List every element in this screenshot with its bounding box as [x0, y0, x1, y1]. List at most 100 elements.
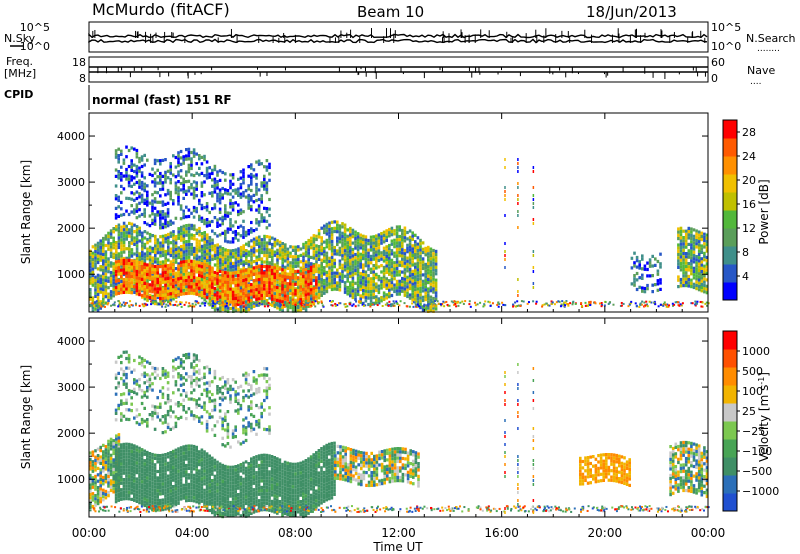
range-gate-cell: [117, 439, 121, 443]
ground-gate-cell: [705, 301, 708, 304]
range-gate-cell: [395, 247, 399, 251]
ground-gate-cell: [199, 304, 202, 307]
range-gate-cell: [302, 271, 305, 276]
range-gate-cell: [190, 269, 193, 273]
range-gate-cell: [390, 268, 394, 272]
ground-gate-cell: [179, 301, 182, 304]
range-gate-cell: [427, 271, 430, 275]
range-gate-cell: [434, 297, 438, 301]
range-gate-cell: [419, 248, 422, 252]
range-gate-cell: [143, 163, 146, 167]
range-gate-cell: [177, 262, 180, 266]
range-gate-cell: [172, 249, 175, 253]
range-gate-cell: [242, 275, 245, 279]
range-gate-cell: [112, 271, 115, 275]
range-gate-cell: [192, 272, 196, 276]
range-gate-cell: [135, 148, 139, 153]
range-gate-cell: [161, 280, 165, 285]
range-gate-cell: [187, 214, 191, 219]
range-gate-cell: [356, 260, 360, 265]
range-gate-cell: [177, 264, 180, 268]
range-gate-cell: [182, 269, 185, 273]
range-gate-cell: [96, 286, 100, 290]
range-gate-cell: [682, 252, 685, 256]
range-gate-cell: [117, 278, 120, 283]
range-gate-cell: [268, 251, 271, 255]
range-gate-cell: [429, 260, 433, 264]
range-gate-cell: [125, 167, 128, 172]
range-gate-cell: [408, 274, 412, 278]
range-gate-cell: [372, 296, 375, 300]
range-gate-cell: [125, 224, 128, 228]
range-gate-cell: [302, 294, 305, 298]
range-gate-cell: [120, 184, 123, 188]
range-gate-cell: [700, 279, 704, 283]
range-gate-cell: [102, 278, 105, 282]
range-gate-cell: [107, 257, 110, 261]
range-gate-cell: [641, 276, 644, 280]
range-gate-cell: [239, 249, 243, 253]
range-gate-cell: [122, 228, 126, 232]
range-gate-cell: [705, 233, 709, 237]
range-gate-cell: [408, 287, 412, 291]
range-gate-cell: [310, 243, 313, 247]
range-gate-cell: [166, 224, 170, 228]
ground-gate-cell: [364, 304, 367, 307]
range-gate-cell: [203, 269, 206, 273]
range-gate-cell: [232, 265, 235, 269]
range-gate-cell: [187, 259, 191, 263]
range-gate-cell: [697, 284, 701, 289]
range-gate-cell: [265, 244, 269, 248]
range-gate-cell: [317, 267, 321, 271]
ground-gate-cell: [117, 305, 120, 308]
range-gate-cell: [247, 203, 250, 207]
range-gate-cell: [421, 263, 425, 267]
range-gate-cell: [265, 219, 269, 223]
range-gate-cell: [364, 273, 368, 277]
range-gate-cell: [286, 247, 290, 251]
range-gate-cell: [169, 292, 172, 296]
ground-gate-cell: [212, 302, 215, 305]
range-gate-cell: [216, 170, 219, 174]
range-gate-cell: [323, 266, 326, 270]
range-gate-cell: [198, 249, 201, 253]
range-gate-cell: [135, 180, 139, 185]
range-gate-cell: [216, 288, 219, 292]
streak-cell: [517, 186, 519, 189]
ground-gate-cell: [662, 302, 665, 305]
range-gate-cell: [206, 236, 209, 240]
range-gate-cell: [138, 264, 141, 268]
range-gate-cell: [130, 178, 133, 182]
range-gate-cell: [156, 210, 159, 214]
range-gate-cell: [159, 200, 162, 204]
range-gate-cell: [91, 492, 95, 496]
ground-gate-cell: [362, 304, 365, 307]
range-gate-cell: [211, 171, 214, 176]
range-gate-cell: [164, 253, 167, 257]
range-gate-cell: [89, 493, 92, 497]
range-gate-cell: [252, 193, 256, 197]
range-gate-cell: [338, 288, 342, 292]
range-gate-cell: [278, 289, 282, 294]
range-gate-cell: [385, 232, 388, 236]
range-gate-cell: [91, 270, 95, 274]
range-gate-cell: [247, 232, 250, 236]
range-gate-cell: [385, 238, 388, 242]
range-gate-cell: [307, 261, 310, 265]
range-gate-cell: [141, 250, 144, 254]
range-gate-cell: [182, 234, 186, 238]
range-gate-cell: [317, 251, 321, 255]
range-gate-cell: [229, 258, 232, 263]
range-gate-cell: [172, 255, 175, 259]
range-gate-cell: [695, 274, 698, 278]
ground-gate-cell: [179, 302, 182, 305]
range-gate-cell: [122, 268, 126, 272]
range-gate-cell: [146, 197, 149, 201]
range-gate-cell: [187, 242, 191, 247]
range-gate-cell: [133, 169, 136, 174]
range-gate-cell: [229, 290, 232, 294]
range-gate-cell: [195, 244, 199, 248]
range-gate-cell: [117, 170, 120, 174]
range-gate-cell: [148, 252, 152, 256]
range-gate-cell: [185, 275, 188, 280]
